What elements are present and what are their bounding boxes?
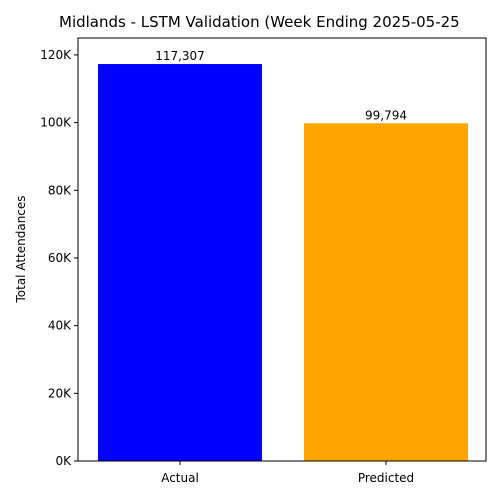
x-tick-label-predicted: Predicted — [358, 471, 414, 485]
y-tick-label: 0K — [55, 454, 72, 468]
y-tick-label: 120K — [40, 48, 72, 62]
y-tick-label: 20K — [48, 386, 72, 400]
plot-frame — [77, 37, 487, 462]
bar-predicted — [304, 123, 468, 461]
chart-title: Midlands - LSTM Validation (Week Ending … — [59, 13, 460, 31]
data-label-actual: 117,307 — [155, 49, 205, 63]
bar-actual — [98, 64, 262, 461]
y-tick-label: 80K — [48, 183, 72, 197]
y-tick-label: 100K — [40, 116, 72, 130]
x-tick-label-actual: Actual — [161, 471, 199, 485]
y-tick-label: 60K — [48, 251, 72, 265]
y-axis-label: Total Attendances — [14, 195, 28, 303]
data-label-predicted: 99,794 — [365, 108, 407, 122]
y-tick-label: 40K — [48, 319, 72, 333]
